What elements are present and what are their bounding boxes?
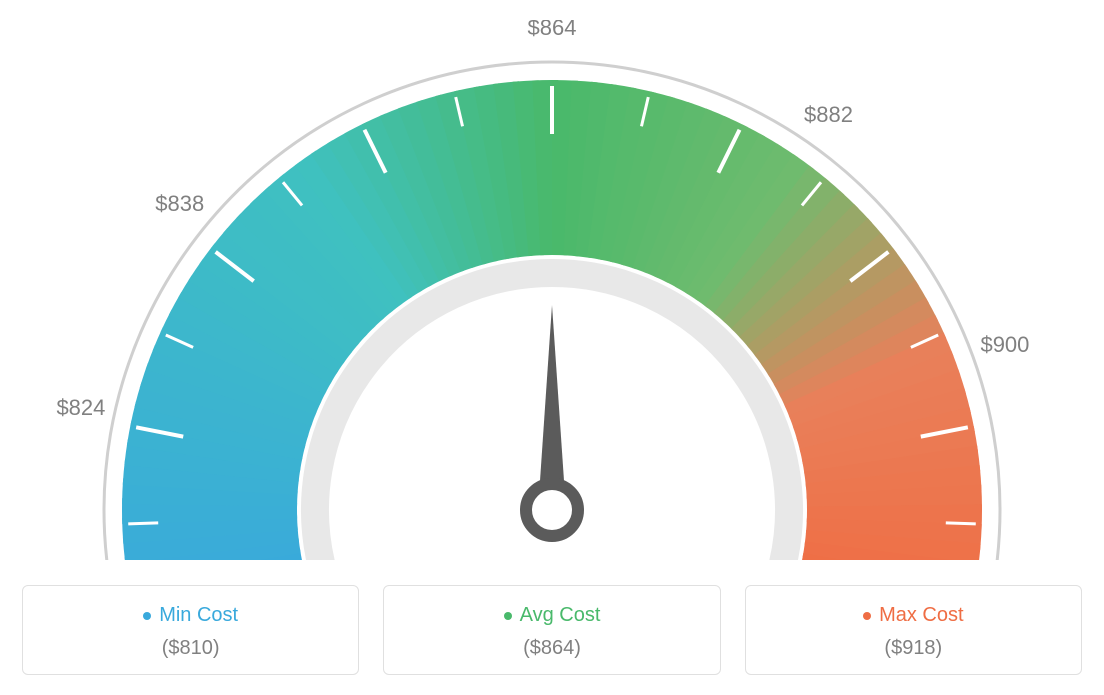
- gauge-tick-label: $882: [804, 102, 853, 127]
- legend-max-label: Max Cost: [863, 604, 963, 627]
- gauge-tick-label: $838: [155, 191, 204, 216]
- legend-avg-label: Avg Cost: [504, 604, 601, 627]
- gauge-tick-label: $900: [980, 332, 1029, 357]
- legend-card-min: Min Cost ($810): [22, 585, 359, 675]
- legend-max-value: ($918): [756, 637, 1071, 660]
- legend-row: Min Cost ($810) Avg Cost ($864) Max Cost…: [22, 585, 1082, 675]
- legend-avg-value: ($864): [394, 637, 709, 660]
- gauge-tick: [946, 523, 976, 524]
- gauge-tick-label: $864: [528, 20, 577, 40]
- legend-card-avg: Avg Cost ($864): [383, 585, 720, 675]
- gauge-needle-hub: [526, 484, 578, 536]
- cost-gauge: $810$824$838$864$882$900$918: [22, 20, 1082, 565]
- gauge-tick-label: $824: [56, 395, 105, 420]
- gauge-tick: [128, 523, 158, 524]
- legend-min-value: ($810): [33, 637, 348, 660]
- legend-min-label: Min Cost: [143, 604, 238, 627]
- legend-card-max: Max Cost ($918): [745, 585, 1082, 675]
- gauge-svg: $810$824$838$864$882$900$918: [22, 20, 1082, 560]
